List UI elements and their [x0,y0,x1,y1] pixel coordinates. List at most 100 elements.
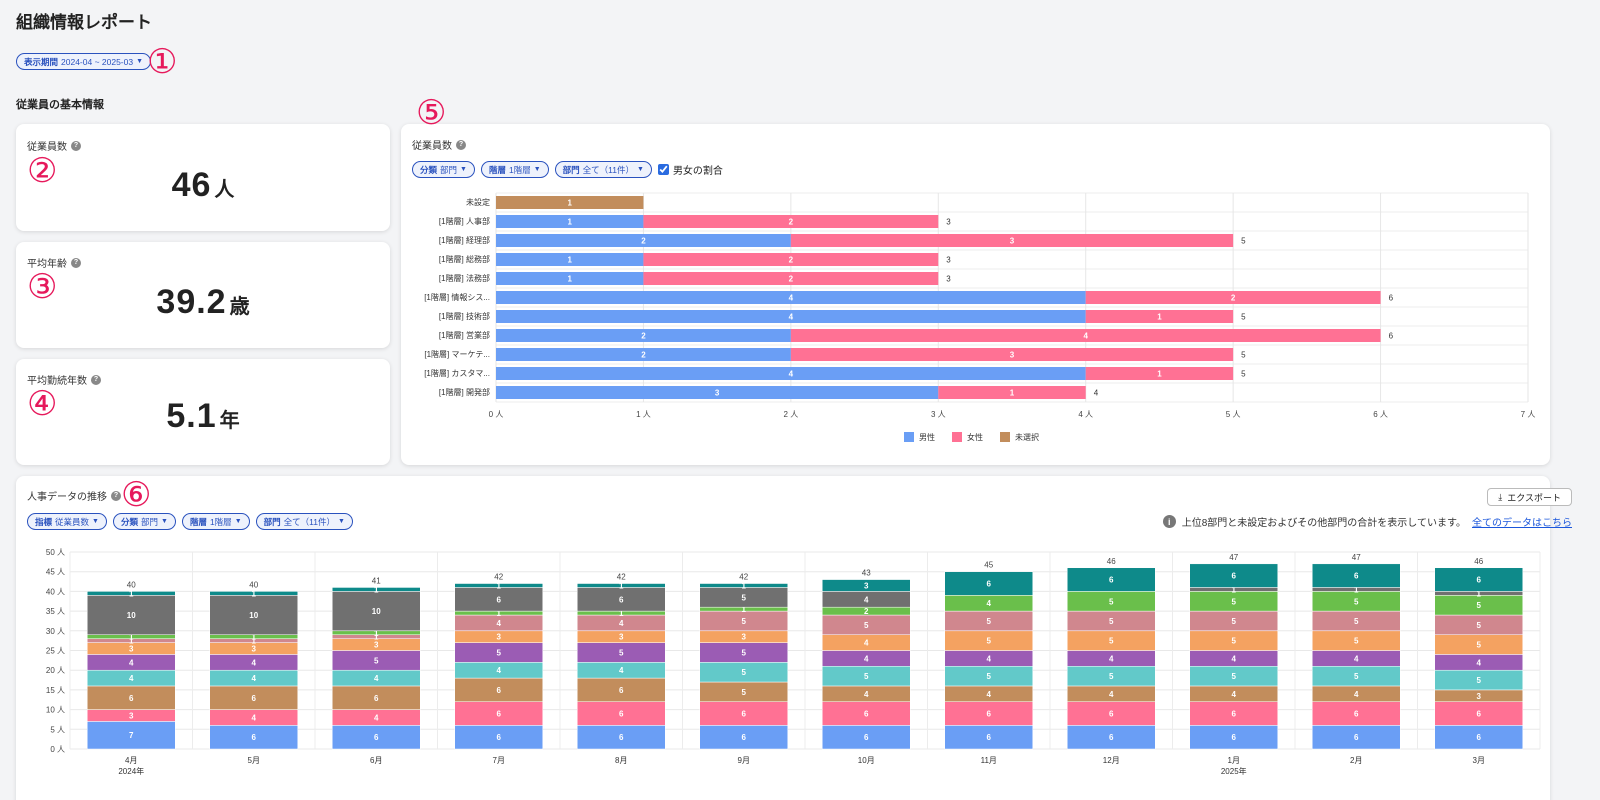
group-by-filter-chip[interactable]: 分類 部門 ▼ [112,513,176,530]
bar-total-label: 40 [127,580,136,589]
bar-segment [332,591,421,632]
bar-value-label: 4 [252,658,257,667]
bar-value-label: 4 [1109,654,1114,663]
level-filter-chip[interactable]: 階層 1階層 ▼ [480,161,549,178]
bar-value-label: 5 [1354,617,1359,626]
info-notice: i 上位8部門と未設定およびその他部門の合計を表示しています。 全てのデータはこ… [1162,514,1572,529]
x-tick-label: 0 人 [489,410,504,419]
bar-value-label: 5 [374,656,379,665]
bar-value-label: 5 [1109,637,1114,646]
metric-filter-chip[interactable]: 指標 従業員数 ▼ [27,513,107,530]
caret-down-icon: ▼ [92,518,99,525]
bar-value-label: 4 [252,674,257,683]
bar-value-label: 1 [497,581,502,590]
filter-value: 1階層 [508,164,531,175]
bar-segment [1085,291,1381,304]
bar-total-label: 6 [1389,294,1394,303]
help-icon[interactable]: ? [91,374,101,385]
bar-value-label: 1 [619,581,624,590]
y-tick-label: 15 人 [46,686,65,695]
gender-ratio-checkbox[interactable]: 男女の割合 [657,162,723,177]
y-tick-label: 未設定 [466,197,490,207]
bar-value-label: 6 [987,710,992,719]
bar-value-label: 6 [1354,733,1359,742]
x-tick-label: 2 人 [784,410,799,419]
x-year-label: 2025年 [1221,766,1247,776]
filter-value: 全て（11件） [582,164,634,175]
bar-value-label: 6 [1354,572,1359,581]
bar-value-label: 2 [789,218,794,227]
bar-value-label: 1 [374,585,379,594]
annotation-marker-2: ② [27,152,58,190]
help-icon[interactable]: ? [71,257,81,268]
x-tick-label: 1月 [1228,756,1240,765]
bar-value-label: 2 [789,256,794,265]
department-filter-chip[interactable]: 部門 全て（11件） ▼ [554,161,652,178]
bar-value-label: 5 [1477,621,1482,630]
bar-total-label: 3 [946,275,951,284]
bar-value-label: 6 [619,733,624,742]
bar-value-label: 5 [987,637,992,646]
bar-value-label: 5 [742,617,747,626]
bar-value-label: 6 [987,733,992,742]
bar-value-label: 4 [987,654,992,663]
bar-value-label: 6 [619,710,624,719]
bar-value-label: 4 [864,690,869,699]
bar-value-label: 6 [374,694,379,703]
level-filter-chip[interactable]: 階層 1階層 ▼ [181,513,250,530]
y-tick-label: [1階層] 技術部 [439,311,490,321]
bar-value-label: 3 [374,641,379,650]
bar-value-label: 1 [567,275,572,284]
bar-value-label: 10 [372,607,381,616]
bar-segment [496,234,791,247]
bar-segment [496,253,644,266]
help-icon[interactable]: ? [111,490,121,501]
help-icon[interactable]: ? [456,139,466,150]
bar-total-label: 46 [1474,557,1483,566]
bar-value-label: 4 [1354,690,1359,699]
bar-value-label: 4 [789,294,794,303]
bar-value-label: 6 [497,710,502,719]
bar-value-label: 5 [1232,672,1237,681]
filter-value: 部門 [440,164,458,175]
filter-label: 部門 [263,516,281,527]
info-text: 上位8部門と未設定およびその他部門の合計を表示しています。 [1181,518,1466,529]
bar-total-label: 3 [946,256,951,265]
period-filter-value: 2024-04 ~ 2025-03 [61,56,134,67]
export-button[interactable]: ⤓ エクスポート [1487,488,1572,506]
employee-count-unit: 人 [214,179,235,201]
section-label: 従業員の基本情報 [16,99,104,111]
gender-ratio-checkbox-input[interactable] [657,164,669,175]
bar-value-label: 1 [567,199,572,208]
period-filter-chip[interactable]: 表示期間 2024-04 ~ 2025-03 ▼ [16,53,152,70]
bar-total-label: 46 [1107,557,1116,566]
bar-value-label: 1 [742,581,747,590]
bar-value-label: 7 [129,731,134,740]
caret-down-icon: ▼ [460,166,467,173]
bar-value-label: 4 [987,599,992,608]
group-by-filter-chip[interactable]: 分類 部門 ▼ [412,161,475,178]
y-tick-label: 10 人 [46,706,65,715]
export-button-label: エクスポート [1507,492,1561,503]
bar-segment [1312,563,1401,588]
bar-value-label: 1 [129,589,134,598]
filter-value: 全て（11件） [283,516,335,527]
bar-value-label: 4 [1477,658,1482,667]
bar-value-label: 5 [742,668,747,677]
bar-value-label: 1 [619,609,624,618]
bar-value-label: 6 [1109,576,1114,585]
period-filter-label: 表示期間 [24,56,59,67]
bar-segment [87,595,176,635]
all-data-link[interactable]: 全てのデータはこちら [1472,518,1572,529]
bar-segment [496,291,1086,304]
department-filter-chip[interactable]: 部門 全て（11件） ▼ [255,513,353,530]
average-age-unit: 歳 [229,296,250,318]
bar-value-label: 6 [1477,733,1482,742]
help-icon[interactable]: ? [71,140,81,151]
average-tenure-title: 平均勤続年数 [27,376,87,387]
bar-value-label: 3 [742,633,747,642]
bar-value-label: 4 [129,658,134,667]
bar-value-label: 6 [497,686,502,695]
bar-value-label: 4 [789,370,794,379]
bar-value-label: 1 [567,218,572,227]
